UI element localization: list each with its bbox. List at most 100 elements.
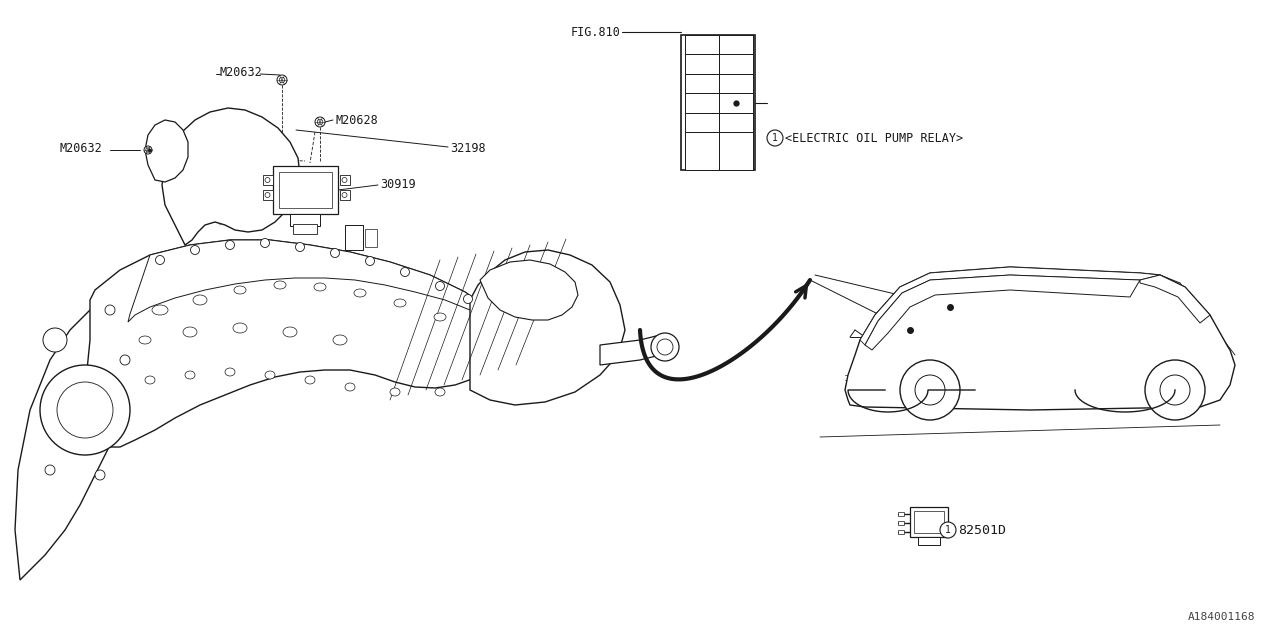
Bar <box>719 113 753 132</box>
Bar <box>339 190 349 200</box>
Ellipse shape <box>186 371 195 379</box>
Bar <box>719 74 753 93</box>
Text: M20628: M20628 <box>335 113 378 127</box>
Ellipse shape <box>233 323 247 333</box>
Polygon shape <box>860 267 1160 345</box>
Circle shape <box>1146 360 1204 420</box>
Bar <box>291 214 320 226</box>
Circle shape <box>767 130 783 146</box>
Circle shape <box>342 193 347 198</box>
Circle shape <box>296 243 305 252</box>
Polygon shape <box>600 335 666 365</box>
Bar <box>293 224 317 234</box>
Polygon shape <box>480 260 579 320</box>
Circle shape <box>276 75 287 85</box>
Circle shape <box>146 148 150 152</box>
Polygon shape <box>15 295 140 580</box>
Ellipse shape <box>152 305 168 315</box>
Polygon shape <box>128 240 500 325</box>
Bar <box>339 175 349 185</box>
Ellipse shape <box>435 388 445 396</box>
Polygon shape <box>910 507 948 537</box>
Ellipse shape <box>333 335 347 345</box>
Bar <box>719 93 753 113</box>
Ellipse shape <box>314 283 326 291</box>
Polygon shape <box>163 108 300 245</box>
Circle shape <box>155 255 165 264</box>
Polygon shape <box>845 267 1235 410</box>
Ellipse shape <box>394 299 406 307</box>
Circle shape <box>366 257 375 266</box>
Bar <box>365 229 378 247</box>
Circle shape <box>105 305 115 315</box>
Circle shape <box>225 241 234 250</box>
Text: 1: 1 <box>772 133 778 143</box>
Bar <box>685 74 719 93</box>
Circle shape <box>657 339 673 355</box>
Text: M20632: M20632 <box>60 143 102 156</box>
Polygon shape <box>470 250 625 405</box>
Polygon shape <box>899 512 904 516</box>
Ellipse shape <box>434 313 445 321</box>
Bar <box>346 225 364 250</box>
Circle shape <box>265 193 270 198</box>
Text: 32198: 32198 <box>451 141 485 154</box>
Text: FIG.810: FIG.810 <box>570 26 620 38</box>
Ellipse shape <box>225 368 236 376</box>
Ellipse shape <box>193 295 207 305</box>
Circle shape <box>279 77 284 83</box>
Bar <box>262 175 273 185</box>
Circle shape <box>120 355 131 365</box>
Circle shape <box>317 119 323 125</box>
Bar <box>685 35 719 54</box>
Circle shape <box>1160 375 1190 405</box>
Circle shape <box>45 465 55 475</box>
Polygon shape <box>899 521 904 525</box>
Ellipse shape <box>283 327 297 337</box>
Circle shape <box>330 248 339 257</box>
Ellipse shape <box>265 371 275 379</box>
Circle shape <box>40 365 131 455</box>
Ellipse shape <box>234 286 246 294</box>
Polygon shape <box>899 530 904 534</box>
Circle shape <box>900 360 960 420</box>
Polygon shape <box>865 275 1140 350</box>
Ellipse shape <box>346 383 355 391</box>
Circle shape <box>191 246 200 255</box>
Polygon shape <box>1140 275 1210 323</box>
Polygon shape <box>145 120 188 182</box>
Bar <box>719 54 753 74</box>
Circle shape <box>315 117 325 127</box>
Bar <box>685 113 719 132</box>
Bar <box>685 132 719 170</box>
Bar <box>262 190 273 200</box>
Circle shape <box>143 146 152 154</box>
Bar <box>279 172 332 208</box>
Ellipse shape <box>140 336 151 344</box>
Circle shape <box>401 268 410 276</box>
Bar <box>914 511 945 533</box>
Bar <box>719 132 753 170</box>
Circle shape <box>435 282 444 291</box>
Ellipse shape <box>183 327 197 337</box>
Ellipse shape <box>390 388 399 396</box>
Text: 82501D: 82501D <box>957 524 1006 536</box>
Circle shape <box>463 294 472 303</box>
Bar <box>685 93 719 113</box>
Text: M20632: M20632 <box>220 67 262 79</box>
Polygon shape <box>918 537 940 545</box>
Polygon shape <box>273 166 338 214</box>
Circle shape <box>265 177 270 182</box>
Text: A184001168: A184001168 <box>1188 612 1254 622</box>
Circle shape <box>342 177 347 182</box>
Circle shape <box>95 470 105 480</box>
Polygon shape <box>84 240 506 447</box>
Text: 30919: 30919 <box>380 179 416 191</box>
Circle shape <box>58 382 113 438</box>
Circle shape <box>915 375 945 405</box>
Bar <box>719 35 753 54</box>
Ellipse shape <box>305 376 315 384</box>
Circle shape <box>261 239 270 248</box>
Circle shape <box>652 333 678 361</box>
Text: 1: 1 <box>945 525 951 535</box>
